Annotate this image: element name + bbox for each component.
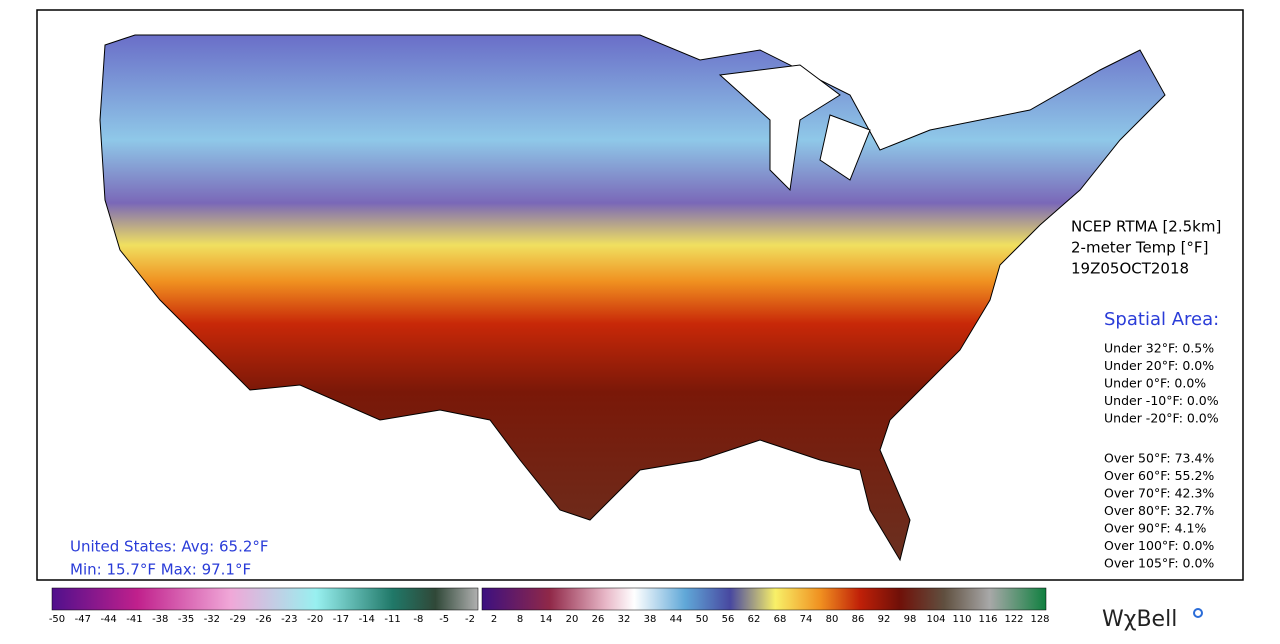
logo-dot (1193, 608, 1203, 618)
colorbar-label: 98 (904, 614, 917, 625)
under-stat: Under 20°F: 0.0% (1104, 358, 1214, 373)
colorbar-label: -5 (439, 614, 449, 625)
colorbar-label: -26 (255, 614, 271, 625)
colorbar-cold (51, 587, 479, 611)
great-lakes (718, 64, 871, 192)
under-stat: Under -20°F: 0.0% (1104, 411, 1219, 426)
colorbar-label: 50 (696, 614, 709, 625)
spatial-title: Spatial Area: (1104, 309, 1219, 330)
colorbar-label: 74 (800, 614, 813, 625)
colorbar-label: 44 (670, 614, 683, 625)
logo: WχBell (1102, 607, 1177, 632)
over-stat: Over 80°F: 32.7% (1104, 503, 1214, 518)
colorbar-label: -50 (49, 614, 65, 625)
colorbar-label: -20 (307, 614, 323, 625)
colorbar-label: 122 (1004, 614, 1023, 625)
colorbar-label: -35 (178, 614, 194, 625)
colorbar-label: -32 (204, 614, 220, 625)
under-stat: Under -10°F: 0.0% (1104, 393, 1219, 408)
colorbar-label: 104 (926, 614, 945, 625)
colorbar-label: 68 (774, 614, 787, 625)
spatial-stats: Under 32°F: 0.5% Under 20°F: 0.0% Under 0°… (1104, 341, 1219, 571)
colorbar-label: -17 (333, 614, 349, 625)
colorbar-label: 62 (748, 614, 761, 625)
product-info: NCEP RTMA [2.5km] 2-meter Temp [°F] 19Z05O… (1071, 218, 1221, 278)
colorbar-label: 110 (952, 614, 971, 625)
colorbar-label: -29 (230, 614, 246, 625)
colorbar-label: 14 (540, 614, 553, 625)
colorbar-label: -8 (413, 614, 423, 625)
over-stat: Over 60°F: 55.2% (1104, 468, 1214, 483)
colorbar-label: -44 (100, 614, 116, 625)
colorbar-label: 26 (592, 614, 605, 625)
colorbar-label: -47 (75, 614, 91, 625)
product-line: NCEP RTMA [2.5km] (1071, 218, 1221, 236)
colorbar-label: 80 (826, 614, 839, 625)
over-stat: Over 105°F: 0.0% (1104, 556, 1214, 571)
product-line: 2-meter Temp [°F] (1071, 239, 1208, 257)
summary-minmax: Min: 15.7°F Max: 97.1°F (70, 561, 251, 579)
colorbar-label: 20 (566, 614, 579, 625)
product-line: 19Z05OCT2018 (1071, 260, 1189, 278)
colorbar-label: 8 (517, 614, 523, 625)
over-stat: Over 70°F: 42.3% (1104, 486, 1214, 501)
colorbar-label: 86 (852, 614, 865, 625)
colorbar-label: -2 (465, 614, 475, 625)
over-stat: Over 50°F: 73.4% (1104, 451, 1214, 466)
summary-avg: United States: Avg: 65.2°F (70, 538, 269, 556)
colorbar-label: 92 (878, 614, 891, 625)
colorbar-labels: -50 -47 -44 -41 -38 -35 -32 -29 -26 -23 -20 -17 -14-… (49, 614, 1050, 625)
colorbar-label: 56 (722, 614, 735, 625)
colorbar-label: 128 (1030, 614, 1049, 625)
colorbar-label: -11 (384, 614, 400, 625)
colorbar-label: 116 (978, 614, 997, 625)
colorbar-label: -38 (152, 614, 168, 625)
colorbar-label: 2 (491, 614, 497, 625)
us-map (99, 34, 1166, 562)
colorbar-label: 38 (644, 614, 657, 625)
colorbar-label: -23 (281, 614, 297, 625)
under-stat: Under 32°F: 0.5% (1104, 341, 1214, 356)
colorbar-label: -14 (359, 614, 375, 625)
colorbar-label: -41 (126, 614, 142, 625)
colorbar-warm (481, 587, 1047, 611)
over-stat: Over 100°F: 0.0% (1104, 538, 1214, 553)
colorbar-label: 32 (618, 614, 631, 625)
under-stat: Under 0°F: 0.0% (1104, 376, 1206, 391)
over-stat: Over 90°F: 4.1% (1104, 521, 1206, 536)
